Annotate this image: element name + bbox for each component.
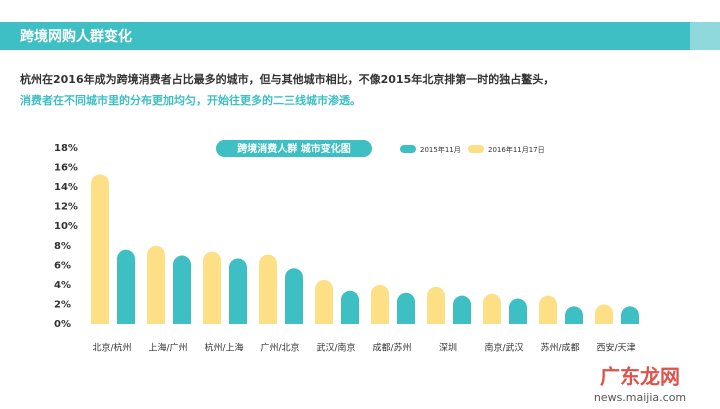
bar xyxy=(259,254,277,324)
bar xyxy=(427,286,445,324)
y-tick-label: 10% xyxy=(54,221,78,232)
bar xyxy=(203,251,221,324)
bar xyxy=(565,306,583,324)
bar xyxy=(595,304,613,324)
header-title: 跨境网购人群变化 xyxy=(20,28,132,45)
bar xyxy=(371,284,389,324)
y-tick-label: 8% xyxy=(54,241,71,252)
legend-swatch xyxy=(400,145,416,153)
x-tick-label: 武汉/南京 xyxy=(316,342,355,354)
chart-title-pill xyxy=(216,140,372,157)
intro-line: 杭州在2016年成为跨境消费者占比最多的城市，但与其他城市相比，不像2015年北… xyxy=(20,72,554,86)
bar xyxy=(285,268,303,324)
bar xyxy=(621,306,639,324)
y-tick-label: 2% xyxy=(54,299,71,310)
y-tick-label: 14% xyxy=(54,182,78,193)
watermark-url: news.maijia.com xyxy=(594,391,686,404)
legend-label: 2016年11月17日 xyxy=(488,145,545,154)
y-tick-label: 16% xyxy=(54,163,78,174)
bar xyxy=(91,174,109,324)
bar xyxy=(453,295,471,324)
header-band xyxy=(0,22,690,50)
watermark-brand: 广东龙网 xyxy=(600,365,680,389)
bar xyxy=(483,293,501,324)
bar xyxy=(315,280,333,324)
bar xyxy=(229,258,247,324)
x-tick-label: 广州/北京 xyxy=(260,342,299,354)
bar xyxy=(397,292,415,324)
y-tick-label: 6% xyxy=(54,260,71,271)
intro-line: 消费者在不同城市里的分布更加均匀，开始往更多的二三线城市渗透。 xyxy=(20,93,361,107)
x-tick-label: 北京/杭州 xyxy=(92,342,131,354)
y-tick-label: 18% xyxy=(54,143,78,154)
bar xyxy=(341,290,359,324)
x-tick-label: 杭州/上海 xyxy=(204,342,243,354)
x-tick-label: 深圳 xyxy=(439,343,457,354)
legend-label: 2015年11月 xyxy=(420,145,461,154)
bar xyxy=(173,255,191,324)
x-tick-label: 南京/武汉 xyxy=(484,342,523,354)
x-tick-label: 苏州/成都 xyxy=(540,342,579,354)
bar xyxy=(147,245,165,324)
bar xyxy=(117,249,135,324)
y-tick-label: 12% xyxy=(54,202,78,213)
bar xyxy=(539,295,557,324)
x-tick-label: 上海/广州 xyxy=(148,342,187,354)
legend-swatch xyxy=(468,145,484,153)
header-strip xyxy=(690,22,720,50)
y-tick-label: 0% xyxy=(54,319,71,330)
chart-title: 跨境消费人群 城市变化图 xyxy=(237,142,350,155)
x-tick-label: 成都/苏州 xyxy=(372,342,411,354)
y-tick-label: 4% xyxy=(54,280,71,291)
bar xyxy=(509,298,527,324)
x-tick-label: 西安/天津 xyxy=(596,342,635,354)
